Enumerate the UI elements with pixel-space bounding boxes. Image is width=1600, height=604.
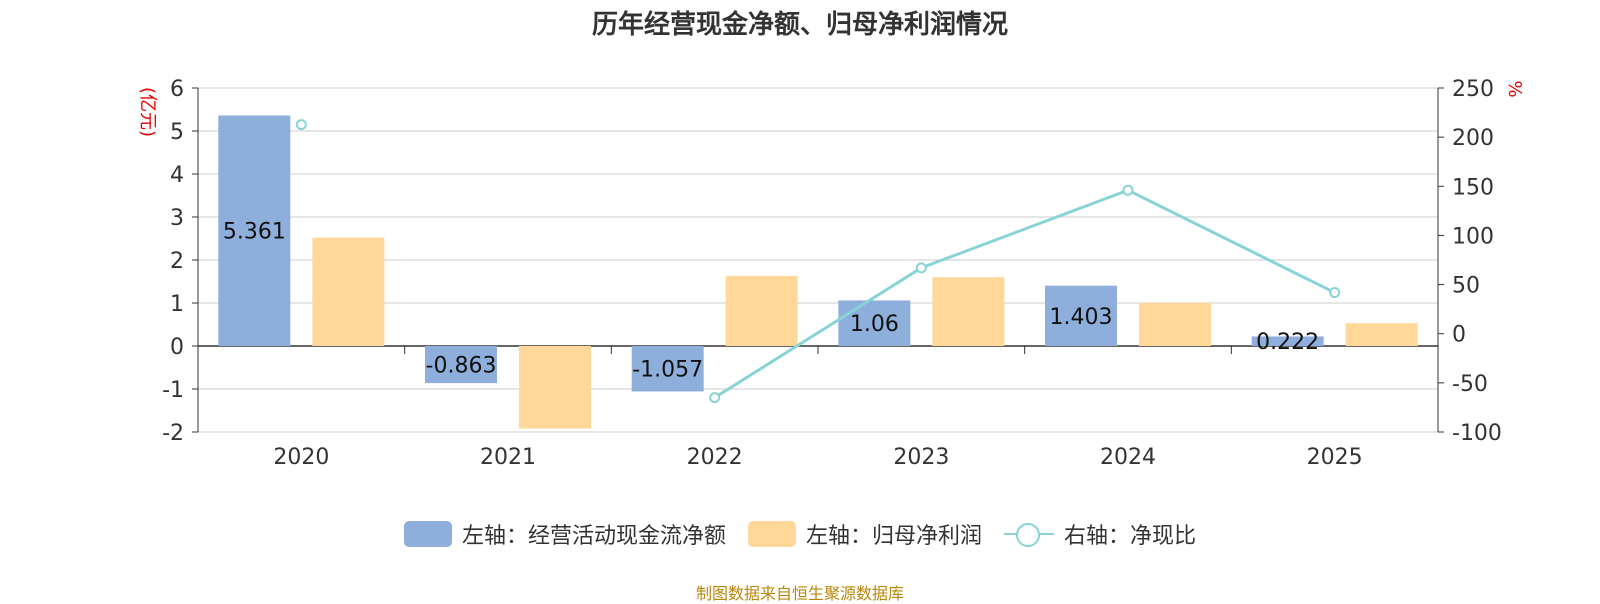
- y-left-tick-label: 3: [170, 206, 184, 231]
- ratio-line: [713, 188, 1336, 399]
- bar-net-profit: [1345, 323, 1418, 346]
- x-tick-label: 2022: [687, 445, 743, 470]
- legend-swatch-cashflow: [403, 521, 452, 547]
- y-right-tick-label: 50: [1452, 274, 1480, 299]
- bar-cashflow: [425, 346, 497, 384]
- y-right-unit-label: %: [1504, 80, 1525, 97]
- bar-net-profit: [932, 277, 1005, 346]
- bar-cashflow: [1251, 336, 1324, 346]
- y-left-tick-label: 2: [170, 249, 184, 274]
- ratio-point: [915, 262, 927, 274]
- x-tick-label: 2023: [893, 445, 949, 470]
- bar-data-label: -0.863: [426, 354, 497, 379]
- y-right-tick-label: 100: [1452, 224, 1494, 249]
- bar-data-label: 0.222: [1256, 330, 1319, 355]
- y-left-tick-label: 4: [170, 163, 184, 188]
- x-tick-label: 2021: [480, 445, 536, 470]
- x-tick-label: 2024: [1100, 445, 1156, 470]
- y-right-tick-label: 200: [1452, 126, 1494, 151]
- legend-item-net-profit[interactable]: 左轴：归母净利润: [747, 518, 982, 550]
- legend-label-cashflow: 左轴：经营活动现金流净额: [461, 524, 726, 549]
- ratio-point: [1122, 184, 1134, 196]
- legend-swatch-net-profit: [747, 521, 796, 547]
- bar-net-profit: [725, 275, 798, 346]
- y-left-unit-label: (亿元): [137, 87, 158, 137]
- data-source: 制图数据来自恒生聚源数据库: [695, 584, 904, 603]
- legend-item-cashflow[interactable]: 左轴：经营活动现金流净额: [403, 518, 726, 550]
- y-right-tick-label: -50: [1452, 372, 1488, 397]
- y-right-tick-label: 250: [1452, 77, 1494, 102]
- bar-data-label: 1.403: [1050, 305, 1113, 330]
- bar-cashflow: [631, 346, 704, 392]
- bar-data-label: 1.06: [850, 312, 899, 337]
- bar-cashflow: [838, 300, 911, 346]
- legend-label-net-profit: 左轴：归母净利润: [805, 524, 982, 549]
- legend-item-ratio[interactable]: 右轴：净现比: [1004, 518, 1196, 550]
- y-left-tick-label: -2: [162, 421, 184, 446]
- y-left-tick-label: 0: [170, 335, 184, 360]
- bar-net-profit: [1139, 303, 1211, 346]
- y-left-tick-label: 1: [170, 292, 184, 317]
- y-left-tick-label: 6: [170, 77, 184, 102]
- ratio-point: [709, 392, 721, 404]
- bar-cashflow: [218, 115, 291, 347]
- bar-data-label: -1.057: [632, 358, 703, 383]
- x-tick-label: 2025: [1307, 445, 1363, 470]
- y-left-tick-label: 5: [170, 120, 184, 145]
- chart-title: 历年经营现金净额、归母净利润情况: [591, 10, 1008, 40]
- ratio-point: [295, 119, 307, 131]
- bar-cashflow: [1045, 285, 1117, 346]
- y-right-tick-label: -100: [1452, 421, 1502, 446]
- legend-swatch-ratio: [1004, 521, 1054, 547]
- x-tick-label: 2020: [273, 445, 329, 470]
- bar-data-label: 5.361: [223, 220, 286, 245]
- legend-label-ratio: 右轴：净现比: [1064, 524, 1197, 549]
- y-left-tick-label: -1: [162, 378, 184, 403]
- bar-net-profit: [519, 346, 591, 429]
- bar-net-profit: [312, 237, 385, 346]
- legend: 左轴：经营活动现金流净额 左轴：归母净利润 右轴：净现比: [0, 518, 1600, 550]
- y-right-tick-label: 0: [1452, 323, 1466, 348]
- ratio-point: [1329, 287, 1341, 299]
- y-right-tick-label: 150: [1452, 175, 1494, 200]
